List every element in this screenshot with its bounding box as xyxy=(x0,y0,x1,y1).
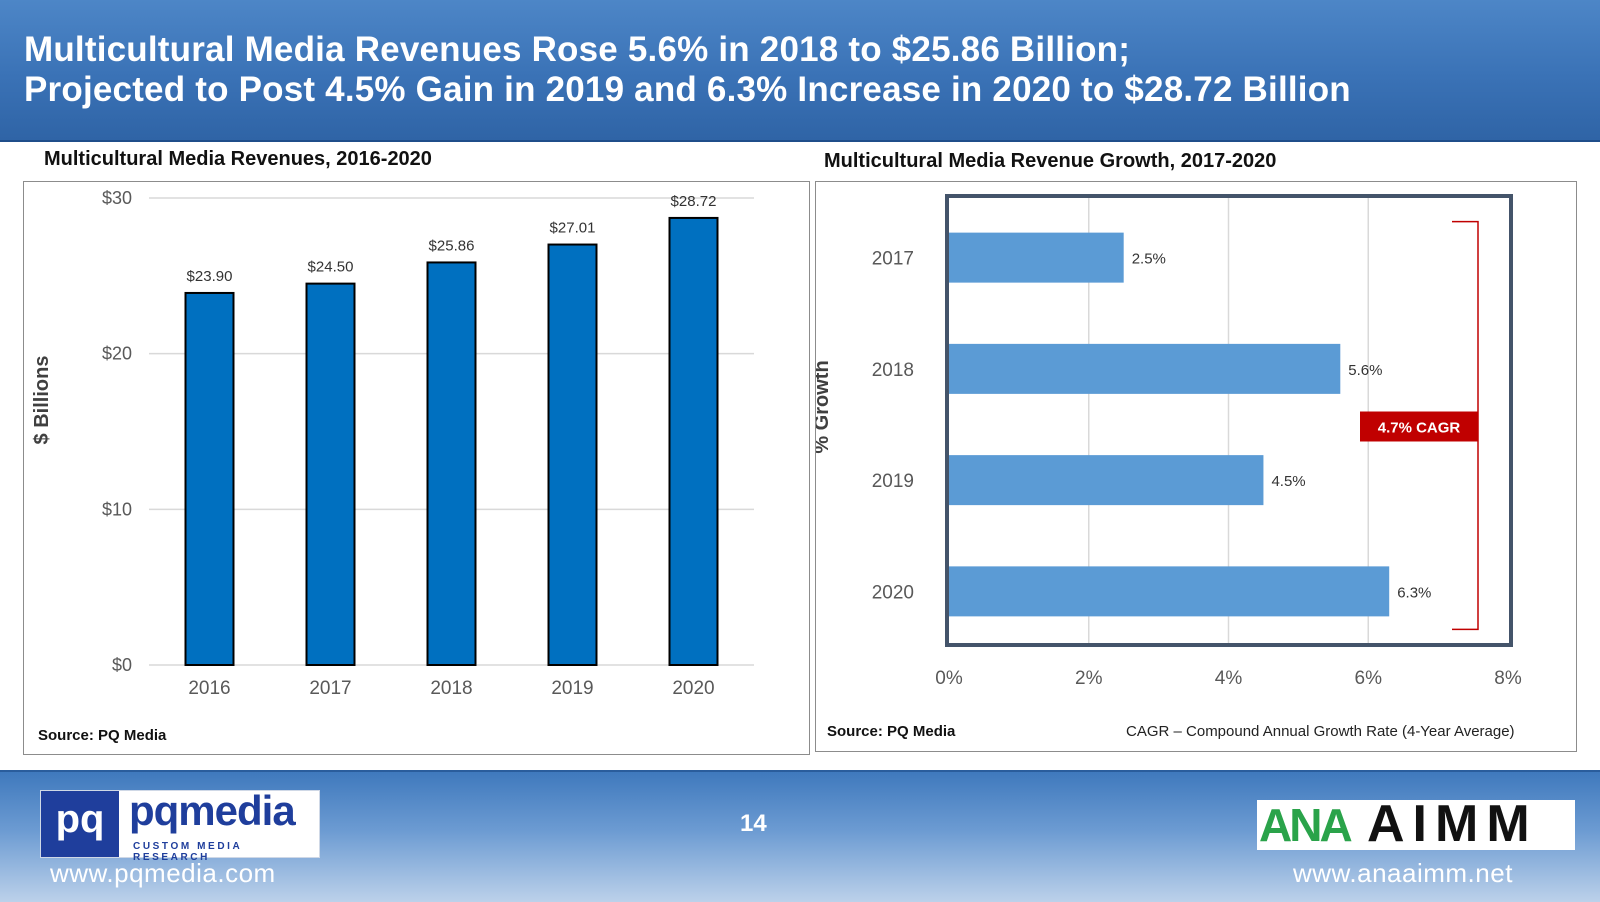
bar-value-label: 2.5% xyxy=(1132,251,1166,268)
plot-frame xyxy=(945,194,1513,647)
cagr-callout-box xyxy=(1360,411,1478,442)
y-tick-label: $0 xyxy=(112,655,132,675)
pqmedia-tagline: CUSTOM MEDIA RESEARCH xyxy=(133,841,242,863)
slide-title-line-1: Multicultural Media Revenues Rose 5.6% i… xyxy=(24,30,1131,69)
y-tick-label: 2020 xyxy=(872,582,914,603)
bar xyxy=(668,216,719,667)
revenue-bar-chart: $0 $10 $20 $30 $23.90 2016 $24.50 2017 $25.86 201… xyxy=(31,188,754,699)
bar-value-label: 5.6% xyxy=(1348,362,1382,379)
revenue-chart-panel: $0 $10 $20 $30 $23.90 2016 $24.50 2017 $25.86 201… xyxy=(23,181,810,755)
x-tick-label: 2017 xyxy=(309,678,351,699)
ana-logo-mark: ANA xyxy=(1259,799,1353,851)
bar-value-label: 4.5% xyxy=(1271,473,1305,490)
bar-value-label: $27.01 xyxy=(550,220,596,237)
growth-chart-panel: 0% 2% 4% 6% 8% 2.5% 2017 5.6% 2018 4.5% 2019 6.3% 20… xyxy=(811,181,1577,752)
pqmedia-wordmark: pqmedia xyxy=(129,787,296,834)
y-tick-label: 2018 xyxy=(872,360,914,381)
growth-chart-title: Multicultural Media Revenue Growth, 2017… xyxy=(824,150,1277,172)
growth-chart-source: Source: PQ Media xyxy=(827,723,956,740)
pqmedia-url[interactable]: www.pqmedia.com xyxy=(50,858,276,888)
cagr-callout-label: 4.7% CAGR xyxy=(1378,420,1461,437)
anaaimm-url[interactable]: www.anaaimm.net xyxy=(1293,858,1513,888)
pq-logo-mark: pq xyxy=(41,791,119,857)
y-tick-label: $20 xyxy=(102,344,132,364)
footer-banner: pq pqmedia CUSTOM MEDIA RESEARCH www.pqm… xyxy=(0,770,1600,902)
x-tick-label: 4% xyxy=(1215,668,1243,689)
growth-bar-chart: 0% 2% 4% 6% 8% 2.5% 2017 5.6% 2018 4.5% 2019 6.3% 20… xyxy=(811,194,1522,689)
y-tick-label: $10 xyxy=(102,499,132,519)
bar xyxy=(949,566,1390,617)
x-tick-label: 2018 xyxy=(430,678,472,699)
bar xyxy=(949,232,1124,283)
y-tick-label: $30 xyxy=(102,188,132,208)
cagr-definition-note: CAGR – Compound Annual Growth Rate (4-Ye… xyxy=(1126,723,1515,740)
y-axis-title: % Growth xyxy=(816,360,833,453)
bar-value-label: 6.3% xyxy=(1397,584,1431,601)
x-tick-label: 0% xyxy=(935,668,963,689)
x-tick-label: 2% xyxy=(1075,668,1103,689)
y-tick-label: 2017 xyxy=(872,249,914,270)
pqmedia-logo[interactable]: pq pqmedia CUSTOM MEDIA RESEARCH xyxy=(40,787,320,863)
bar-value-label: $25.86 xyxy=(429,237,475,254)
aimm-wordmark: AIMM xyxy=(1367,795,1538,853)
x-tick-label: 8% xyxy=(1494,668,1522,689)
revenue-chart-source: Source: PQ Media xyxy=(38,727,167,744)
slide-title-line-2: Projected to Post 4.5% Gain in 2019 and … xyxy=(24,70,1351,109)
x-tick-label: 2016 xyxy=(188,678,230,699)
bar xyxy=(547,243,598,666)
x-tick-label: 6% xyxy=(1355,668,1383,689)
bar xyxy=(426,261,477,666)
revenue-chart-title: Multicultural Media Revenues, 2016-2020 xyxy=(44,148,432,170)
bar-value-label: $23.90 xyxy=(187,268,233,285)
x-tick-label: 2019 xyxy=(551,678,593,699)
bar xyxy=(949,343,1341,394)
title-banner: Multicultural Media Revenues Rose 5.6% i… xyxy=(0,0,1600,142)
y-axis-title: $ Billions xyxy=(31,356,53,445)
bar xyxy=(949,455,1264,506)
y-tick-label: 2019 xyxy=(872,471,914,492)
bar xyxy=(184,291,235,666)
bar-value-label: $28.72 xyxy=(671,193,717,210)
ana-aimm-logo[interactable]: ANA AIMM xyxy=(1257,795,1575,853)
x-tick-label: 2020 xyxy=(672,678,714,699)
bar xyxy=(305,282,356,666)
bar-value-label: $24.50 xyxy=(308,259,354,276)
page-number: 14 xyxy=(740,810,767,837)
